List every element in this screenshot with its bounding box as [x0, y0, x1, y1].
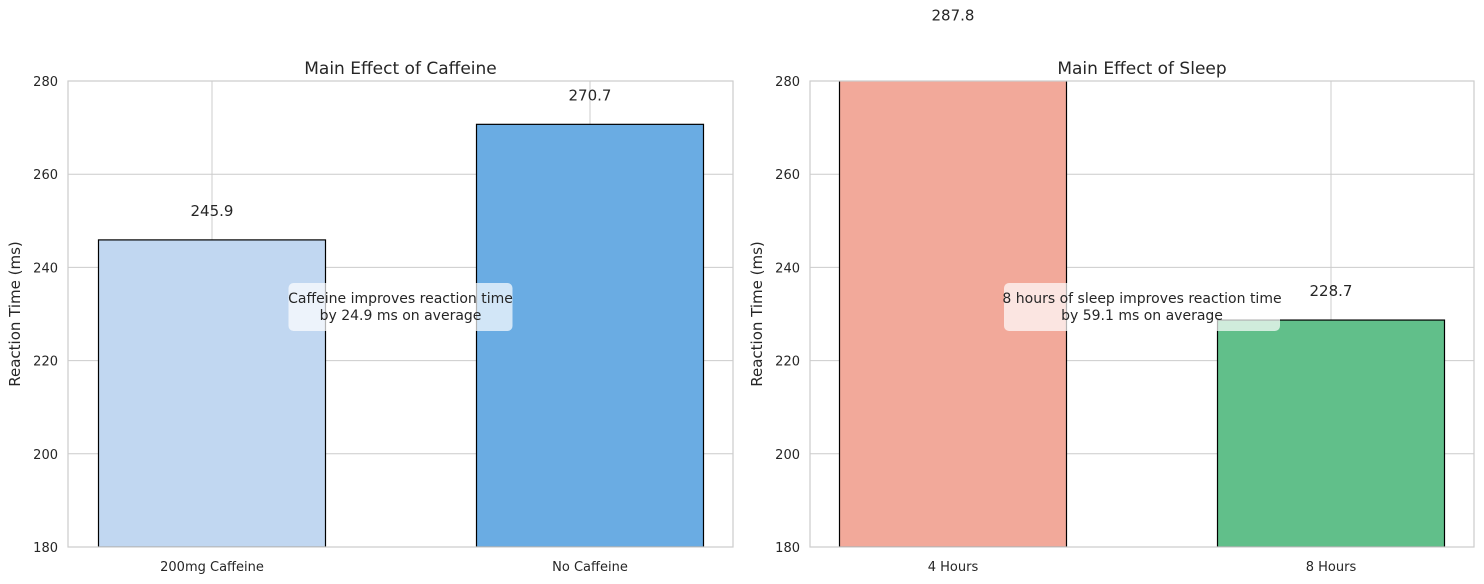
y-tick-label: 220	[775, 355, 800, 370]
x-tick-label: No Caffeine	[552, 560, 628, 575]
y-axis-label: Reaction Time (ms)	[6, 241, 24, 387]
bar-8-hours	[1216, 319, 1446, 547]
bar-no-caffeine	[475, 123, 705, 547]
x-tick-label: 8 Hours	[1306, 560, 1357, 575]
value-label: 228.7	[1310, 282, 1353, 300]
y-tick-label: 240	[33, 261, 58, 276]
y-tick-label: 280	[33, 75, 58, 90]
y-tick-label: 240	[775, 261, 800, 276]
annotation-box	[1004, 283, 1280, 332]
x-tick-label: 4 Hours	[928, 560, 979, 575]
y-tick-label: 180	[33, 541, 58, 556]
annotation-line: 8 hours of sleep improves reaction time	[1002, 291, 1281, 307]
y-axis-label: Reaction Time (ms)	[748, 241, 766, 387]
annotation-text: 8 hours of sleep improves reaction time b…	[1002, 291, 1281, 324]
axes-frame	[809, 80, 1475, 548]
axes-frame	[67, 80, 734, 548]
chart-title: Main Effect of Caffeine	[304, 59, 497, 79]
y-tick-label: 280	[775, 75, 800, 90]
bar-200mg-caffeine	[97, 239, 327, 547]
caffeine-chart: 180 200 220 240 260 280 Caffeine improves reac…	[6, 59, 734, 575]
value-label: 287.8	[932, 7, 975, 25]
y-tick-label: 180	[775, 541, 800, 556]
annotation-box	[288, 283, 513, 332]
y-tick-label: 260	[775, 168, 800, 183]
y-tick-label: 200	[33, 448, 58, 463]
y-tick-label: 260	[33, 168, 58, 183]
y-tick-label: 200	[775, 448, 800, 463]
value-label: 270.7	[569, 86, 612, 104]
annotation-line: by 59.1 ms on average	[1061, 308, 1223, 324]
chart-title: Main Effect of Sleep	[1057, 59, 1226, 79]
y-tick-label: 220	[33, 355, 58, 370]
annotation-text: Caffeine improves reaction time by 24.9 m…	[288, 291, 513, 324]
sleep-chart: 180 200 220 240 260 280 8 hours of sleep impro…	[748, 7, 1475, 575]
value-label: 245.9	[191, 202, 234, 220]
annotation-line: by 24.9 ms on average	[320, 308, 482, 324]
x-tick-label: 200mg Caffeine	[160, 560, 264, 575]
annotation-line: Caffeine improves reaction time	[288, 291, 513, 307]
